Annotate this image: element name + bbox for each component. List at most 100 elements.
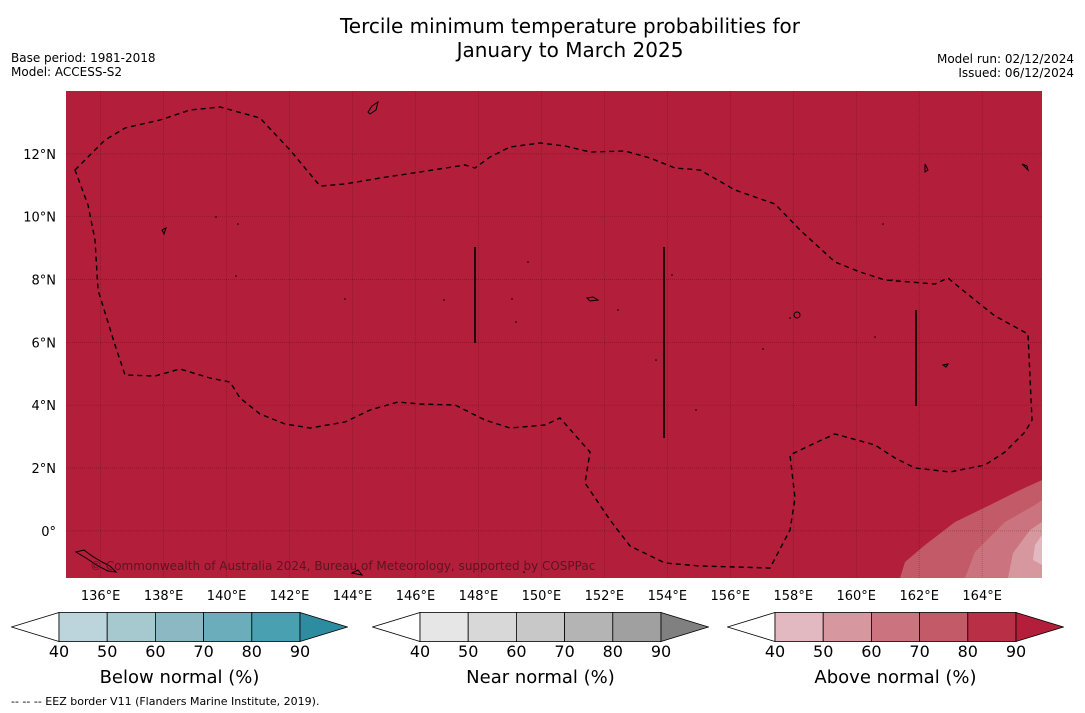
lat-tick-label: 2°N xyxy=(32,462,57,477)
model-run: Model run: 02/12/2024 xyxy=(936,52,1074,66)
lon-tick-label: 154°E xyxy=(648,589,688,604)
island-outline xyxy=(350,569,364,576)
island-dot xyxy=(215,216,217,218)
lon-tick-label: 140°E xyxy=(207,589,247,604)
lat-tick-label: 8°N xyxy=(32,274,57,289)
colorbar-tick-label: 60 xyxy=(506,642,527,661)
island-dot xyxy=(235,275,237,277)
colorbar-below-label: Below normal (%) xyxy=(99,667,260,688)
colorbar-tick-label: 80 xyxy=(602,642,623,661)
lon-tick-label: 158°E xyxy=(774,589,814,604)
island-dot xyxy=(443,299,445,301)
island-dot xyxy=(891,279,893,281)
colorbar-svg xyxy=(10,611,349,643)
colorbar-segment xyxy=(870,612,920,642)
island-dot xyxy=(527,261,529,263)
lat-tick-label: 12°N xyxy=(23,148,56,163)
base-period: Base period: 1981-2018 xyxy=(11,51,156,65)
colorbar-tick-label: 90 xyxy=(650,642,672,661)
eez-footnote: -- -- -- EEZ border V11 (Flanders Marine… xyxy=(11,695,320,708)
island-outline xyxy=(793,311,801,319)
meta-right: Model run: 02/12/2024 Issued: 06/12/2024 xyxy=(937,52,1074,80)
meta-left: Base period: 1981-2018 Model: ACCESS-S2 xyxy=(11,51,156,79)
colorbar-segment xyxy=(419,612,469,642)
patch-40 xyxy=(1033,535,1042,565)
island-outline xyxy=(161,227,167,236)
gridlines xyxy=(66,91,1042,578)
island-outline xyxy=(367,100,379,115)
lat-tick-label: 10°N xyxy=(23,211,56,226)
colorbar-tick-label: 50 xyxy=(97,642,118,661)
colorbar-segment xyxy=(919,612,969,642)
colorbar-tick-label: 50 xyxy=(813,642,834,661)
lat-tick-label: 0° xyxy=(41,525,56,540)
colorbar-near-normal xyxy=(371,611,710,643)
map: © Commonwealth of Australia 2024, Bureau… xyxy=(23,91,1042,604)
colorbar-tick-label: 80 xyxy=(241,642,262,661)
colorbar-extend-high xyxy=(1015,611,1065,643)
map-copyright: © Commonwealth of Australia 2024, Bureau… xyxy=(90,559,595,573)
colorbar-tick-label: 60 xyxy=(861,642,882,661)
colorbar-segment xyxy=(967,612,1017,642)
lon-tick-label: 164°E xyxy=(962,589,1002,604)
patch-50 xyxy=(1008,522,1042,578)
lon-tick-label: 156°E xyxy=(711,589,751,604)
colorbar-segment xyxy=(612,612,662,642)
lon-tick-label: 162°E xyxy=(899,589,939,604)
colorbar-tick-label: 70 xyxy=(554,642,575,661)
lon-tick-label: 142°E xyxy=(270,589,310,604)
colorbar-segment xyxy=(251,612,301,642)
lon-tick-label: 148°E xyxy=(459,589,499,604)
colorbar-tick-label: 50 xyxy=(458,642,479,661)
issued-date: Issued: 06/12/2024 xyxy=(958,66,1074,80)
colorbar-segment xyxy=(467,612,517,642)
lon-tick-label: 136°E xyxy=(81,589,121,604)
colorbar-extend-high xyxy=(299,611,349,643)
colorbar-tick-label: 60 xyxy=(145,642,166,661)
colorbar-tick-label: 80 xyxy=(957,642,978,661)
title-line2: January to March 2025 xyxy=(456,38,684,62)
colorbar-segment xyxy=(203,612,253,642)
model-name: Model: ACCESS-S2 xyxy=(11,65,123,79)
latitude-labels: 12°N 10°N 8°N 6°N 4°N 2°N 0° xyxy=(23,148,56,540)
island-dot xyxy=(617,309,619,311)
colorbar-tick-label: 90 xyxy=(289,642,311,661)
chart-title: Tercile minimum temperature probabilitie… xyxy=(0,14,1085,62)
colorbar-segment xyxy=(822,612,872,642)
colorbar-svg xyxy=(726,611,1065,643)
colorbar-segment xyxy=(58,612,108,642)
colorbar-above-label: Above normal (%) xyxy=(814,667,977,688)
eez-border xyxy=(74,106,1033,569)
island-outline xyxy=(1021,163,1029,172)
island-dot xyxy=(515,321,517,323)
island-outline xyxy=(74,549,118,573)
colorbar-tick-label: 40 xyxy=(764,642,786,661)
island-dot xyxy=(671,274,673,276)
colorbar-extend-high xyxy=(660,611,710,643)
colorbar-tick-label: 40 xyxy=(48,642,70,661)
colorbar-tick-label: 70 xyxy=(909,642,930,661)
colorbar-segment xyxy=(564,612,614,642)
lon-tick-label: 152°E xyxy=(585,589,625,604)
lon-tick-label: 138°E xyxy=(144,589,184,604)
lat-tick-label: 4°N xyxy=(32,399,57,414)
colorbar-extend-low xyxy=(10,611,60,643)
island-dot xyxy=(882,223,884,225)
map-background xyxy=(66,91,1042,578)
lon-tick-label: 146°E xyxy=(396,589,436,604)
colorbar-segment xyxy=(774,612,824,642)
lon-tick-label: 150°E xyxy=(522,589,562,604)
colorbar-extend-low xyxy=(371,611,421,643)
colorbar-segment xyxy=(106,612,156,642)
colorbar-segment xyxy=(515,612,565,642)
title-line1: Tercile minimum temperature probabilitie… xyxy=(339,14,801,38)
colorbar-below-normal xyxy=(10,611,349,643)
island-outline xyxy=(941,363,950,368)
island-dot xyxy=(874,336,876,338)
island-dot xyxy=(762,348,764,350)
colorbar-segment xyxy=(154,612,204,642)
island-dot xyxy=(695,409,697,411)
island-dot xyxy=(655,359,657,361)
lat-tick-label: 6°N xyxy=(32,336,57,351)
island-outline xyxy=(585,296,600,302)
